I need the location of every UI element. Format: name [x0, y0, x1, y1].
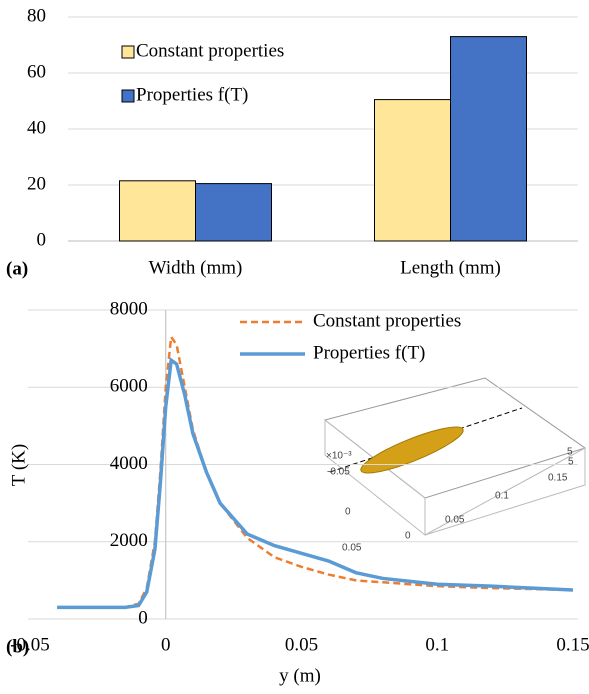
y-tick-label: 40: [27, 117, 46, 138]
legend-label: Constant properties: [313, 310, 461, 331]
x-tick-label: 0: [161, 634, 171, 655]
legend-label: Properties f(T): [136, 84, 248, 105]
legend-swatch: [121, 45, 135, 59]
legend-label: Properties f(T): [313, 342, 425, 363]
legend-swatch: [121, 89, 135, 103]
y-tick-label: 4000: [110, 453, 148, 474]
legend-label: Constant properties: [136, 40, 284, 61]
y-tick-label: 6000: [110, 376, 148, 397]
inset-label: -0.05: [327, 467, 350, 478]
bar: [119, 180, 196, 242]
x-tick-label: Width (mm): [149, 257, 243, 278]
inset-label: 0: [405, 531, 411, 542]
inset-label: 0.05: [342, 543, 362, 554]
inset-label: 5: [567, 447, 573, 458]
x-tick-label: 0.15: [556, 634, 589, 655]
y-tick-label: 0: [37, 229, 47, 250]
inset-label: ×10⁻³: [326, 451, 352, 462]
x-tick-label: 0.1: [425, 634, 449, 655]
y-tick-label: 8000: [110, 298, 148, 319]
panel-label: (a): [6, 258, 28, 279]
x-tick-label: -0.05: [10, 634, 50, 655]
line-series: [57, 357, 574, 610]
bar: [195, 183, 272, 242]
bar: [374, 99, 451, 242]
y-tick-label: 20: [27, 173, 46, 194]
y-tick-label: 2000: [110, 530, 148, 551]
melt-pool: [360, 426, 464, 474]
y-tick-label: 80: [27, 5, 46, 26]
panel-label: (b): [6, 636, 29, 657]
y-tick-label: 0: [138, 607, 148, 628]
bar: [450, 36, 527, 242]
x-tick-label: Length (mm): [400, 257, 501, 278]
inset-label: 0: [345, 507, 351, 518]
x-tick-label: 0.05: [285, 634, 318, 655]
inset-cut-line: [329, 407, 523, 473]
inset-label: 0.05: [445, 515, 465, 526]
inset-box-front: [424, 447, 586, 536]
inset-label: 0.15: [548, 473, 568, 484]
y-axis-title: T (K): [8, 444, 29, 486]
x-axis-title: y (m): [279, 665, 321, 686]
inset-label: 5: [568, 457, 574, 468]
inset-label: 0.1: [495, 491, 509, 502]
inset: [323, 377, 587, 537]
y-tick-label: 60: [27, 61, 46, 82]
